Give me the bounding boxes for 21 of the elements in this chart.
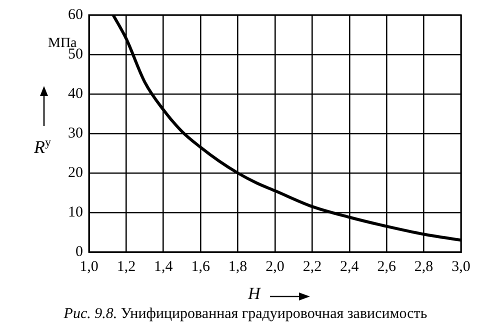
y-tick-label: 50 xyxy=(68,46,83,62)
x-tick-label: 2,8 xyxy=(414,258,434,275)
text: Рис. 9.8. Унифицированная градуировочная зависимость xyxy=(62,306,428,323)
x-tick-label: 3,0 xyxy=(452,258,470,275)
x-tick-label: 2,6 xyxy=(377,258,396,275)
x-tick-label: 1,2 xyxy=(116,258,136,275)
y-tick-label: 40 xyxy=(68,86,83,102)
x-tick-label: 1,0 xyxy=(80,258,98,275)
x-tick-label: 1,4 xyxy=(154,258,174,275)
y-tick-label: 0 xyxy=(76,244,83,260)
y-tick-label: 60 xyxy=(68,6,83,23)
x-tick-label: 1,8 xyxy=(228,258,248,275)
x-axis-title: H xyxy=(248,284,260,304)
y-tick-label: 20 xyxy=(68,164,83,181)
x-tick-label: 2,2 xyxy=(302,258,322,275)
x-tick-label: 2,0 xyxy=(266,258,284,275)
y-tick-label: 10 xyxy=(68,204,83,220)
y-tick-label: 30 xyxy=(68,125,83,142)
x-tick-label: 1,6 xyxy=(191,258,210,275)
y-axis-title: R$^{у}$ xyxy=(34,135,51,158)
x-tick-label: 2,4 xyxy=(340,258,360,275)
